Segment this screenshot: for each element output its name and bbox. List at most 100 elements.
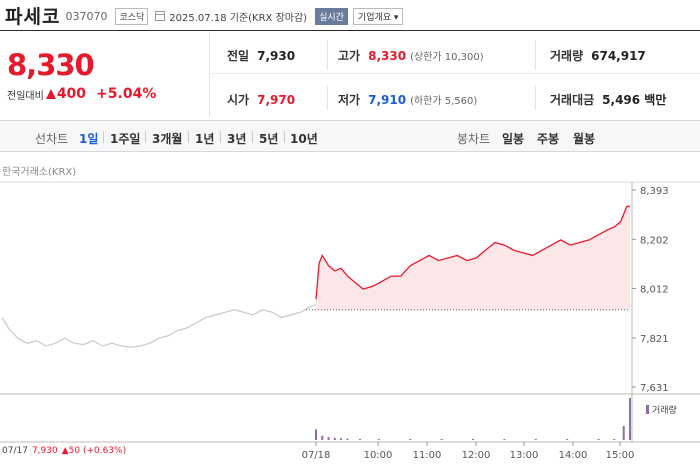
open-cell: 시가 7,970 bbox=[227, 91, 295, 108]
open-label: 시가 bbox=[227, 93, 250, 107]
high-label: 고가 bbox=[338, 49, 361, 63]
volume-bar bbox=[472, 439, 474, 440]
x-tick-label: 10:00 bbox=[364, 450, 393, 461]
calendar-icon bbox=[155, 11, 166, 21]
header-divider bbox=[0, 30, 700, 31]
high-value: 8,330 bbox=[368, 49, 407, 63]
period-1d-button[interactable]: 1일 bbox=[79, 132, 99, 146]
series-line-prev-day bbox=[1, 303, 317, 348]
period-10y-button[interactable]: 10년 bbox=[290, 132, 318, 146]
amount-cell: 거래대금 5,496 백만 bbox=[550, 91, 666, 108]
separator bbox=[220, 131, 221, 143]
volume-bar bbox=[629, 398, 631, 440]
y-tick-label: 7,631 bbox=[640, 383, 669, 394]
volume-bar bbox=[321, 435, 324, 440]
prev-close-value: 7,930 bbox=[257, 49, 296, 63]
change-percent: +5.04% bbox=[96, 86, 157, 102]
volume-bar bbox=[566, 439, 569, 440]
volume-bar bbox=[358, 438, 361, 440]
stock-name: 파세코 bbox=[5, 5, 61, 28]
change-amount: 400 bbox=[56, 86, 87, 102]
x-tick-label: 11:00 bbox=[413, 450, 442, 461]
upper-limit: (상한가 10,300) bbox=[410, 52, 484, 63]
x-tick-label: 12:00 bbox=[462, 450, 491, 461]
lower-limit: (하한가 5,560) bbox=[410, 96, 478, 107]
y-tick-label: 8,393 bbox=[640, 186, 669, 197]
separator bbox=[188, 131, 189, 143]
y-tick-label: 8,202 bbox=[640, 235, 669, 246]
volume-bar bbox=[377, 439, 380, 440]
volume-bar bbox=[534, 439, 537, 440]
volume-bar bbox=[346, 438, 349, 440]
open-value: 7,970 bbox=[257, 93, 296, 107]
volume-bar bbox=[622, 426, 625, 440]
divider bbox=[327, 40, 328, 70]
volume-bar bbox=[597, 439, 600, 440]
volume-label: 거래량 bbox=[550, 49, 584, 63]
x-tick-label: 13:00 bbox=[510, 450, 539, 461]
prev-close-cell: 전일 7,930 bbox=[227, 47, 295, 64]
period-bar: 선차트 1일 1주일 3개월 1년 3년 5년 10년 봉차트 일봉 주봉 월봉 bbox=[0, 120, 700, 152]
candle-daily-button[interactable]: 일봉 bbox=[502, 132, 525, 146]
stock-header: 파세코 037070 코스닥 2025.07.18 기준(KRX 장마감) 실시… bbox=[0, 0, 700, 30]
candle-monthly-button[interactable]: 월봉 bbox=[573, 132, 596, 146]
market-badge: 코스닥 bbox=[115, 7, 149, 25]
divider bbox=[327, 85, 328, 110]
high-cell: 고가 8,330 (상한가 10,300) bbox=[338, 47, 484, 64]
x-tick-label: 14:00 bbox=[559, 450, 588, 461]
footer-price: 7,930 bbox=[31, 446, 58, 456]
low-label: 저가 bbox=[338, 93, 361, 107]
volume-legend: 거래량 bbox=[652, 404, 677, 416]
change-label: 전일대비 bbox=[7, 90, 44, 102]
separator bbox=[252, 131, 253, 143]
candle-chart-label: 봉차트 bbox=[457, 132, 491, 146]
period-1y-button[interactable]: 1년 bbox=[195, 132, 215, 146]
separator bbox=[103, 131, 104, 143]
volume-bar bbox=[613, 438, 616, 440]
separator bbox=[284, 131, 285, 143]
volume-bar bbox=[440, 439, 443, 440]
company-overview-button[interactable]: 기업개요 ▾ bbox=[352, 7, 404, 25]
amount-label: 거래대금 bbox=[550, 93, 595, 107]
separator bbox=[145, 131, 146, 143]
realtime-button[interactable]: 실시간 bbox=[315, 7, 348, 25]
change-row: 전일대비 400 +5.04% bbox=[7, 86, 156, 102]
volume-bar bbox=[315, 429, 317, 440]
volume-cell: 거래량 674,917 bbox=[550, 47, 646, 64]
stock-code: 037070 bbox=[65, 10, 108, 23]
quote-row-divider bbox=[211, 73, 700, 74]
series-line-today bbox=[315, 205, 630, 300]
x-tick-label: 07/18 bbox=[302, 450, 331, 461]
low-value: 7,910 bbox=[368, 93, 407, 107]
up-arrow-icon bbox=[45, 89, 56, 99]
y-tick-label: 8,012 bbox=[640, 285, 669, 296]
low-cell: 저가 7,910 (하한가 5,560) bbox=[338, 91, 477, 108]
volume-bar bbox=[340, 438, 343, 440]
divider bbox=[535, 40, 536, 70]
prev-close-label: 전일 bbox=[227, 49, 250, 63]
quote-summary: 8,330 전일대비 400 +5.04% bbox=[0, 31, 210, 116]
volume-bar bbox=[409, 439, 412, 440]
period-5y-button[interactable]: 5년 bbox=[259, 132, 279, 146]
amount-value: 5,496 백만 bbox=[602, 93, 667, 107]
volume-bar bbox=[333, 437, 336, 440]
volume-bar bbox=[503, 439, 506, 440]
line-chart-label: 선차트 bbox=[35, 132, 69, 146]
divider bbox=[535, 85, 536, 110]
period-3y-button[interactable]: 3년 bbox=[227, 132, 247, 146]
series-area-today bbox=[316, 206, 630, 310]
volume-value: 674,917 bbox=[591, 49, 646, 63]
period-3m-button[interactable]: 3개월 bbox=[152, 132, 183, 146]
x-tick-label: 15:00 bbox=[606, 450, 635, 461]
period-1w-button[interactable]: 1주일 bbox=[110, 132, 141, 146]
footer-quote: 07/17 7,930 ▲50 (+0.63%) bbox=[2, 446, 126, 456]
footer-change: ▲50 (+0.63%) bbox=[61, 446, 127, 456]
footer-date: 07/17 bbox=[2, 446, 28, 456]
exchange-label: 한국거래소(KRX) bbox=[2, 167, 77, 178]
volume-legend-swatch bbox=[646, 405, 649, 414]
current-price: 8,330 bbox=[7, 48, 95, 82]
y-tick-label: 7,821 bbox=[640, 334, 669, 345]
date-text: 2025.07.18 기준(KRX 장마감) bbox=[169, 12, 308, 24]
candle-weekly-button[interactable]: 주봉 bbox=[537, 132, 560, 146]
